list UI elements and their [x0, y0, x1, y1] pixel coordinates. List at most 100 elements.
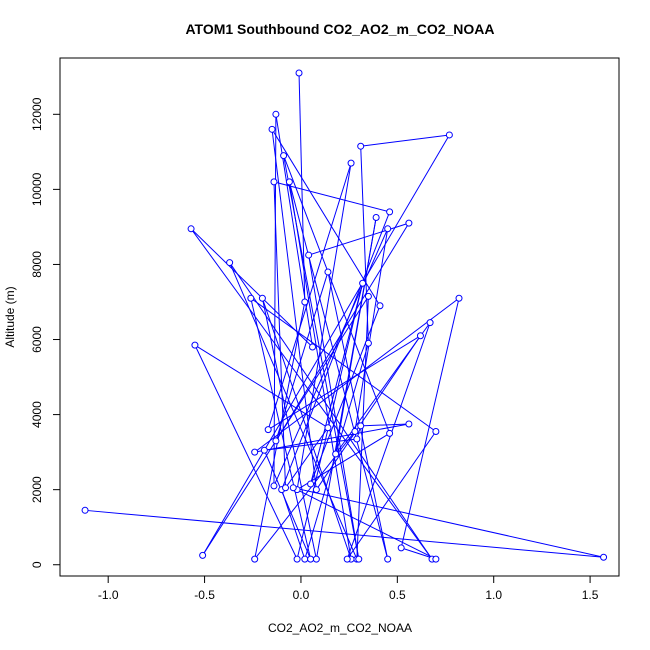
data-point [270, 178, 278, 186]
data-series [81, 69, 608, 563]
x-tick-label: -1.0 [98, 588, 119, 602]
y-tick-label: 6000 [30, 326, 44, 353]
data-point [324, 268, 332, 276]
data-point [251, 448, 259, 456]
y-axis: 0 2000 4000 6000 8000 10000 12000 [30, 97, 61, 568]
data-point [324, 424, 332, 432]
series-line-segment [360, 134, 450, 147]
data-point [405, 420, 413, 428]
data-point [251, 555, 259, 563]
data-point [343, 555, 351, 563]
data-point [600, 553, 608, 561]
data-point [312, 486, 320, 494]
series-line-segment [273, 181, 390, 213]
data-point [432, 555, 440, 563]
x-tick-label: 1.0 [485, 588, 502, 602]
series-line-segment [250, 298, 312, 560]
series-line-segment [267, 335, 421, 431]
series-line-segment [85, 509, 604, 558]
series-line-segment [315, 335, 421, 490]
data-point [416, 332, 424, 340]
data-point [432, 427, 440, 435]
data-point [301, 555, 309, 563]
data-point [353, 435, 361, 443]
series-line-segment [273, 181, 287, 488]
y-axis-label: Altitude (m) [3, 286, 17, 347]
series-line-segment [296, 283, 364, 560]
data-point [293, 555, 301, 563]
data-point [264, 426, 272, 434]
series-line-segment [354, 228, 389, 432]
data-point [397, 544, 405, 552]
series-line-segment [310, 283, 364, 485]
series-line-segment [335, 217, 377, 455]
data-point [355, 555, 363, 563]
series-line-segment [400, 298, 460, 548]
series-line-segment [250, 297, 437, 432]
data-point [270, 482, 278, 490]
data-point [312, 555, 320, 563]
data-point [295, 69, 303, 77]
data-point [282, 484, 290, 492]
data-point [332, 450, 340, 458]
series-line-segment [254, 423, 409, 453]
series-line-segment [190, 228, 313, 348]
data-point [386, 208, 394, 216]
data-point [280, 152, 288, 160]
data-point [289, 484, 297, 492]
data-point [307, 480, 315, 488]
data-point [226, 259, 234, 267]
data-point [359, 279, 367, 287]
data-point [258, 294, 266, 302]
chart-title: ATOM1 Southbound CO2_AO2_m_CO2_NOAA [185, 21, 494, 37]
y-tick-label: 0 [30, 561, 44, 568]
data-point [81, 506, 89, 514]
series-line-segment [281, 211, 391, 490]
data-point [260, 446, 268, 454]
x-tick-label: 1.5 [582, 588, 599, 602]
series-line-segment [346, 431, 437, 560]
y-tick-label: 10000 [30, 172, 44, 206]
data-point [187, 225, 195, 233]
x-tick-label: 0.5 [389, 588, 406, 602]
data-point [405, 219, 413, 227]
series-line-segment [254, 297, 460, 453]
data-point [384, 225, 392, 233]
series-line-segment [283, 155, 391, 434]
data-point [364, 339, 372, 347]
series-line-segment [285, 427, 329, 489]
series-line-segment [346, 322, 431, 560]
y-tick-label: 2000 [30, 476, 44, 503]
series-line-segment [271, 129, 317, 490]
series-line-segment [360, 423, 409, 427]
series-line-segment [275, 271, 329, 442]
series-line-segment [308, 222, 410, 256]
series-line-segment [288, 181, 389, 560]
x-axis-label: CO2_AO2_m_CO2_NOAA [268, 621, 412, 635]
data-point [191, 341, 199, 349]
series-line-segment [296, 163, 352, 490]
data-point [445, 131, 453, 139]
data-point [351, 427, 359, 435]
series-line-segment [254, 301, 306, 560]
data-point [272, 110, 280, 118]
data-point [272, 437, 280, 445]
data-point [357, 142, 365, 150]
data-point [372, 214, 380, 222]
series-line-segment [229, 262, 358, 560]
data-point [301, 298, 309, 306]
data-point [305, 251, 313, 259]
data-point [364, 292, 372, 300]
series-line-segment [273, 114, 277, 486]
series-line-segment [296, 432, 390, 491]
data-point [307, 555, 315, 563]
series-line-segment [194, 344, 298, 560]
data-point [357, 422, 365, 430]
data-point [285, 178, 293, 186]
series-line-segment [261, 298, 317, 560]
series-line-segment [360, 146, 369, 344]
series-line-segment [327, 271, 389, 560]
y-tick-label: 4000 [30, 401, 44, 428]
data-point [455, 294, 463, 302]
